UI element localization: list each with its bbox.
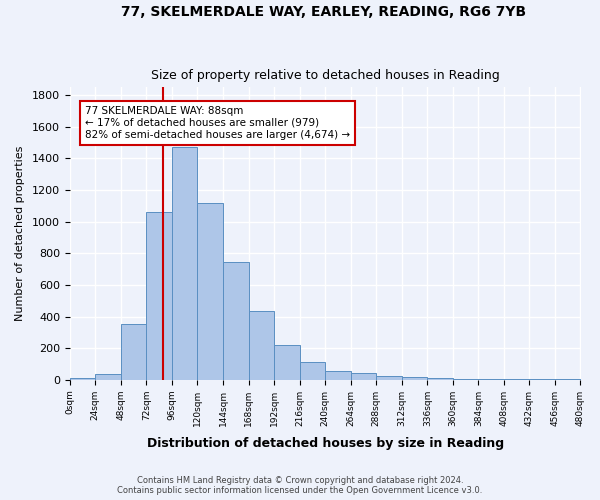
Bar bbox=[197, 202, 223, 380]
Bar bbox=[146, 212, 172, 380]
Bar bbox=[427, 378, 453, 380]
Text: Contains HM Land Registry data © Crown copyright and database right 2024.
Contai: Contains HM Land Registry data © Crown c… bbox=[118, 476, 482, 495]
Bar bbox=[95, 374, 121, 380]
Bar bbox=[376, 376, 402, 380]
Bar bbox=[172, 148, 197, 380]
Bar bbox=[402, 378, 427, 380]
Bar bbox=[325, 371, 350, 380]
Bar bbox=[299, 362, 325, 380]
Bar bbox=[478, 379, 504, 380]
Bar bbox=[350, 372, 376, 380]
Title: Size of property relative to detached houses in Reading: Size of property relative to detached ho… bbox=[151, 69, 500, 82]
Bar bbox=[70, 378, 95, 380]
Bar bbox=[248, 311, 274, 380]
Bar bbox=[274, 345, 299, 380]
Bar bbox=[223, 262, 248, 380]
Text: 77 SKELMERDALE WAY: 88sqm
← 17% of detached houses are smaller (979)
82% of semi: 77 SKELMERDALE WAY: 88sqm ← 17% of detac… bbox=[85, 106, 350, 140]
Bar bbox=[121, 324, 146, 380]
Bar bbox=[453, 379, 478, 380]
X-axis label: Distribution of detached houses by size in Reading: Distribution of detached houses by size … bbox=[146, 437, 504, 450]
Text: 77, SKELMERDALE WAY, EARLEY, READING, RG6 7YB: 77, SKELMERDALE WAY, EARLEY, READING, RG… bbox=[121, 5, 527, 19]
Y-axis label: Number of detached properties: Number of detached properties bbox=[15, 146, 25, 322]
